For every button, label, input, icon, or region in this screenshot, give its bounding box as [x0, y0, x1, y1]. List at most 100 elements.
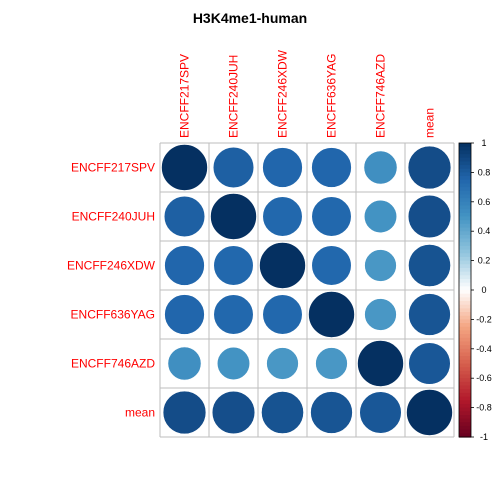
colorbar-segment — [459, 374, 471, 379]
colorbar-segment — [459, 315, 471, 320]
correlation-circle-5-3 — [310, 391, 353, 434]
column-label: mean — [423, 108, 437, 138]
correlation-circle-1-5 — [407, 194, 452, 239]
colorbar-segment — [459, 367, 471, 372]
colorbar-segment — [459, 223, 471, 229]
colorbar-segment — [459, 157, 471, 162]
colorbar-tick-label: -0.6 — [476, 373, 492, 383]
colorbar-segment — [459, 286, 471, 291]
colorbar-segment — [459, 168, 471, 173]
correlation-circle-0-4 — [363, 150, 398, 185]
correlation-circle-4-2 — [266, 347, 299, 380]
colorbar-segment — [459, 297, 471, 302]
colorbar-segment — [459, 359, 471, 365]
colorbar-tick-label: -0.2 — [476, 314, 492, 324]
colorbar-segment — [459, 278, 471, 284]
correlation-circle-3-5 — [408, 293, 451, 336]
colorbar-tick-label: 0.4 — [478, 226, 491, 236]
chart-circles — [161, 144, 453, 436]
row-label: mean — [125, 406, 155, 420]
row-label: ENCFF746AZD — [71, 357, 155, 371]
colorbar-segment — [459, 334, 471, 339]
colorbar-segment — [459, 378, 471, 383]
colorbar-segment — [459, 319, 471, 324]
colorbar-segment — [459, 330, 471, 335]
colorbar-segment — [459, 282, 471, 287]
correlation-circle-2-5 — [408, 244, 451, 287]
colorbar-segment — [459, 216, 471, 221]
colorbar-segment — [459, 385, 471, 390]
colorbar-segment — [459, 205, 471, 210]
correlation-circle-4-1 — [216, 346, 251, 381]
colorbar-segment — [459, 312, 471, 317]
colorbar-tick-label: 0.2 — [478, 256, 491, 266]
colorbar-segment — [459, 425, 471, 431]
colorbar-segment — [459, 165, 471, 170]
colorbar-segment — [459, 290, 471, 295]
correlation-circle-1-4 — [363, 199, 398, 234]
colorbar-segment — [459, 304, 471, 309]
correlation-circle-5-4 — [359, 391, 402, 434]
chart-grid — [159, 142, 455, 438]
colorbar-segment — [459, 400, 471, 405]
correlation-circle-1-1 — [210, 193, 257, 240]
column-label: ENCFF240JUH — [227, 55, 241, 138]
correlation-circle-3-0 — [164, 294, 205, 335]
colorbar-segment — [459, 256, 471, 262]
colorbar-segment — [459, 249, 471, 254]
colorbar-tick-label: -1 — [480, 432, 488, 442]
colorbar-segment — [459, 271, 471, 276]
chart-title: H3K4me1-human — [193, 10, 307, 26]
correlation-circle-2-1 — [213, 245, 254, 286]
colorbar-tick-label: 0.8 — [478, 167, 491, 177]
colorbar-segment — [459, 183, 471, 188]
colorbar-segment — [459, 370, 471, 376]
colorbar-tick-label: -0.8 — [476, 403, 492, 413]
colorbar-segment — [459, 231, 471, 236]
colorbar-segment — [459, 308, 471, 313]
colorbar-segment — [459, 143, 471, 148]
colorbar-segment — [459, 345, 471, 350]
correlation-circle-5-2 — [261, 391, 304, 434]
colorbar-segment — [459, 433, 471, 438]
colorbar-tick-label: 0 — [481, 285, 486, 295]
colorbar-segment — [459, 301, 471, 306]
column-label: ENCFF217SPV — [178, 54, 192, 138]
colorbar-segment — [459, 227, 471, 232]
colorbar-segment — [459, 245, 471, 251]
column-labels: ENCFF217SPV ENCFF240JUH ENCFF246XDW ENCFF63… — [178, 49, 437, 138]
correlation-circle-5-0 — [162, 390, 207, 435]
colorbar-tick-label: 0.6 — [478, 197, 491, 207]
column-label: ENCFF746AZD — [374, 54, 388, 138]
colorbar-segment — [459, 429, 471, 434]
correlation-circle-4-5 — [408, 342, 451, 385]
colorbar-segment — [459, 389, 471, 394]
colorbar-segment — [459, 352, 471, 357]
row-label: ENCFF246XDW — [67, 259, 156, 273]
correlation-circle-3-4 — [364, 298, 397, 331]
colorbar-segment — [459, 396, 471, 401]
row-label: ENCFF217SPV — [71, 161, 155, 175]
colorbar-segment — [459, 293, 471, 298]
correlation-circle-0-5 — [407, 145, 452, 190]
correlation-circle-2-2 — [259, 242, 306, 289]
correlation-circle-2-3 — [311, 245, 352, 286]
correlation-circle-3-2 — [262, 294, 303, 335]
correlation-circle-0-3 — [311, 147, 352, 188]
correlation-circle-4-4 — [357, 340, 404, 387]
column-label: ENCFF636YAG — [325, 54, 339, 138]
colorbar-segment — [459, 176, 471, 181]
correlation-circle-1-3 — [311, 196, 352, 237]
colorbar-segment — [459, 414, 471, 420]
colorbar-segment — [459, 179, 471, 185]
colorbar-segment — [459, 363, 471, 368]
correlation-circle-0-1 — [212, 146, 255, 189]
colorbar-segment — [459, 172, 471, 177]
colorbar-segment — [459, 411, 471, 416]
colorbar-segment — [459, 209, 471, 214]
colorbar-segment — [459, 403, 471, 409]
colorbar-segment — [459, 323, 471, 328]
colorbar-segment — [459, 407, 471, 412]
correlation-circle-3-3 — [308, 291, 355, 338]
colorbar-segment — [459, 253, 471, 258]
